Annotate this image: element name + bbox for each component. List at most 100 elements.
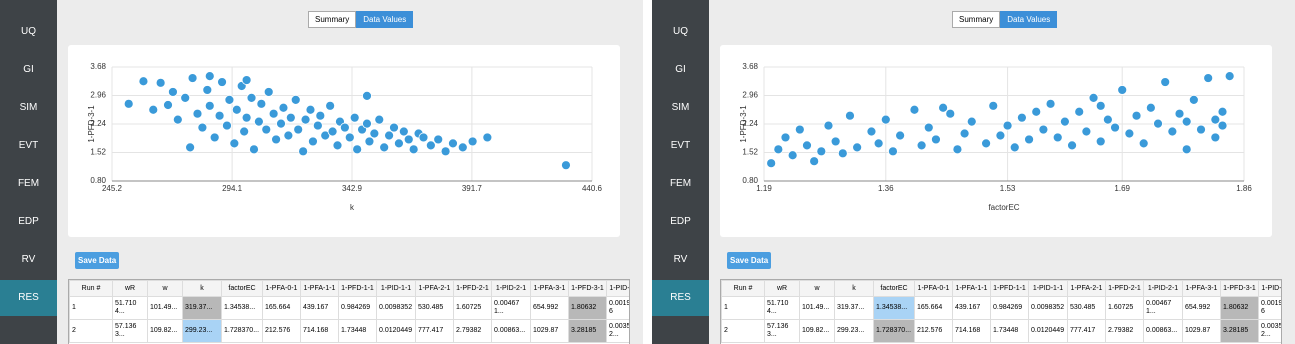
tabs: Summary Data Values	[308, 11, 414, 28]
table-cell: 2	[721, 319, 765, 343]
table-row[interactable]: 1 51.7104... 101.49... 319.37... 1.34538... 1…	[721, 296, 1281, 320]
point	[425, 140, 436, 151]
point	[123, 98, 134, 109]
table-cell: 299.23...	[834, 319, 874, 343]
table-cell: 0.0098352	[1028, 296, 1068, 320]
column-header: 1-PFA-1-1	[952, 280, 991, 297]
table-row[interactable]: 1 51.7104... 101.49... 319.37... 1.34538... 1…	[69, 296, 629, 320]
point	[823, 120, 834, 131]
sidebar-item[interactable]: RES	[652, 280, 709, 316]
sidebar-item[interactable]: FEM	[17, 178, 40, 189]
point	[148, 104, 159, 115]
point	[1167, 126, 1178, 137]
point	[394, 138, 404, 149]
sidebar-item[interactable]: SIM	[19, 102, 38, 113]
column-header: k	[834, 280, 874, 297]
point	[308, 136, 318, 147]
point	[852, 142, 863, 153]
point	[1067, 140, 1077, 151]
point	[809, 156, 820, 167]
point	[1031, 106, 1042, 117]
point	[293, 124, 304, 135]
point	[231, 104, 242, 115]
tab[interactable]: Summary	[952, 11, 1001, 28]
table-cell: 714.168	[952, 319, 991, 343]
tab[interactable]: Data Values	[356, 11, 414, 28]
y-axis-label: 1-PFD-3-1	[87, 105, 96, 143]
point	[1174, 108, 1185, 119]
header-row: Run # wR w k factorEC 1-PFA-0-1 1-PFA-1-1 1-PFD…	[721, 280, 1281, 297]
table-cell: 2.79382	[1105, 319, 1144, 343]
y-tick-label: 2.96	[90, 91, 106, 100]
point	[209, 132, 220, 143]
point	[1088, 92, 1099, 103]
sidebar-item[interactable]: GI	[675, 64, 686, 75]
sidebar-item[interactable]: RES	[0, 280, 57, 316]
point	[845, 110, 855, 121]
point	[268, 108, 279, 119]
column-header: 1-PFD-3-1	[1220, 280, 1259, 297]
point	[300, 114, 311, 125]
save-button[interactable]: Save Data	[75, 252, 120, 269]
point	[398, 126, 409, 137]
column-header: 1-PFD-2-1	[1105, 280, 1144, 297]
point	[440, 146, 451, 157]
table-cell: 0.0098352	[376, 296, 416, 320]
y-tick-label: 1.52	[90, 148, 106, 157]
table-row[interactable]: 2 57.1363... 109.82... 299.23... 1.728370...…	[721, 319, 1281, 343]
table: Run # wR w k factorEC 1-PFA-0-1 1-PFA-1-1 1-PFD…	[69, 280, 629, 343]
table-cell: 101.49...	[799, 296, 835, 320]
table-cell: 777.417	[1067, 319, 1106, 343]
table-row[interactable]: 2 57.1363... 109.82... 299.23... 1.728370...…	[69, 319, 629, 343]
x-axis-label: k	[350, 203, 355, 212]
sidebar-item[interactable]: UQ	[21, 26, 36, 37]
point	[362, 118, 372, 129]
table-cell: 1.80632	[1220, 296, 1259, 320]
tab[interactable]: Data Values	[1000, 11, 1058, 28]
column-header: 1-PFD-3-1	[568, 280, 607, 297]
point	[1145, 102, 1156, 113]
sidebar-item[interactable]: UQ	[673, 26, 688, 37]
column-header: factorEC	[873, 280, 915, 297]
sidebar-item[interactable]: FEM	[669, 178, 692, 189]
point	[1181, 116, 1192, 127]
point	[1153, 118, 1163, 129]
point	[168, 87, 178, 97]
table: Run # wR w k factorEC 1-PFA-0-1 1-PFA-1-1 1-PFD…	[721, 280, 1281, 343]
column-header: 1-PID-3-1	[1258, 280, 1281, 297]
x-tick-label: 1.53	[1000, 184, 1016, 193]
sidebar-item[interactable]: RV	[673, 254, 688, 265]
point	[1138, 138, 1149, 149]
point	[1102, 114, 1113, 125]
app-panel: UQ GI SIM EVT FEM EDP RV RES Summary Data Values 0…	[0, 0, 643, 344]
point	[794, 124, 805, 135]
chart: 0.80 1.52 2.24 2.96 3.68 245.2 294.1 342.9 391.7…	[87, 62, 602, 212]
sidebar-item[interactable]: GI	[23, 64, 34, 75]
sidebar-item[interactable]: EDP	[18, 216, 39, 227]
save-button[interactable]: Save Data	[727, 252, 772, 269]
table-cell: 2	[69, 319, 113, 343]
point	[931, 134, 941, 145]
point	[1095, 136, 1106, 147]
table-cell: 1.73448	[338, 319, 377, 343]
tab[interactable]: Summary	[308, 11, 357, 28]
point	[1059, 116, 1070, 127]
point	[945, 108, 956, 119]
sidebar: UQ GI SIM EVT FEM EDP RV RES	[0, 0, 57, 344]
sidebar-item[interactable]: SIM	[671, 102, 690, 113]
sidebar-item[interactable]: EDP	[670, 216, 691, 227]
sidebar-item[interactable]: RV	[21, 254, 36, 265]
table-cell: 109.82...	[799, 319, 835, 343]
table-cell: 51.7104...	[112, 296, 148, 320]
sidebar-item[interactable]: EVT	[18, 140, 39, 151]
point	[261, 124, 272, 135]
point	[352, 144, 363, 155]
point	[204, 100, 215, 111]
point	[379, 142, 390, 153]
point	[339, 122, 350, 133]
column-header: k	[182, 280, 222, 297]
sidebar-item[interactable]: EVT	[670, 140, 691, 151]
table-cell: 0.00863...	[491, 319, 531, 343]
column-header: w	[799, 280, 835, 297]
